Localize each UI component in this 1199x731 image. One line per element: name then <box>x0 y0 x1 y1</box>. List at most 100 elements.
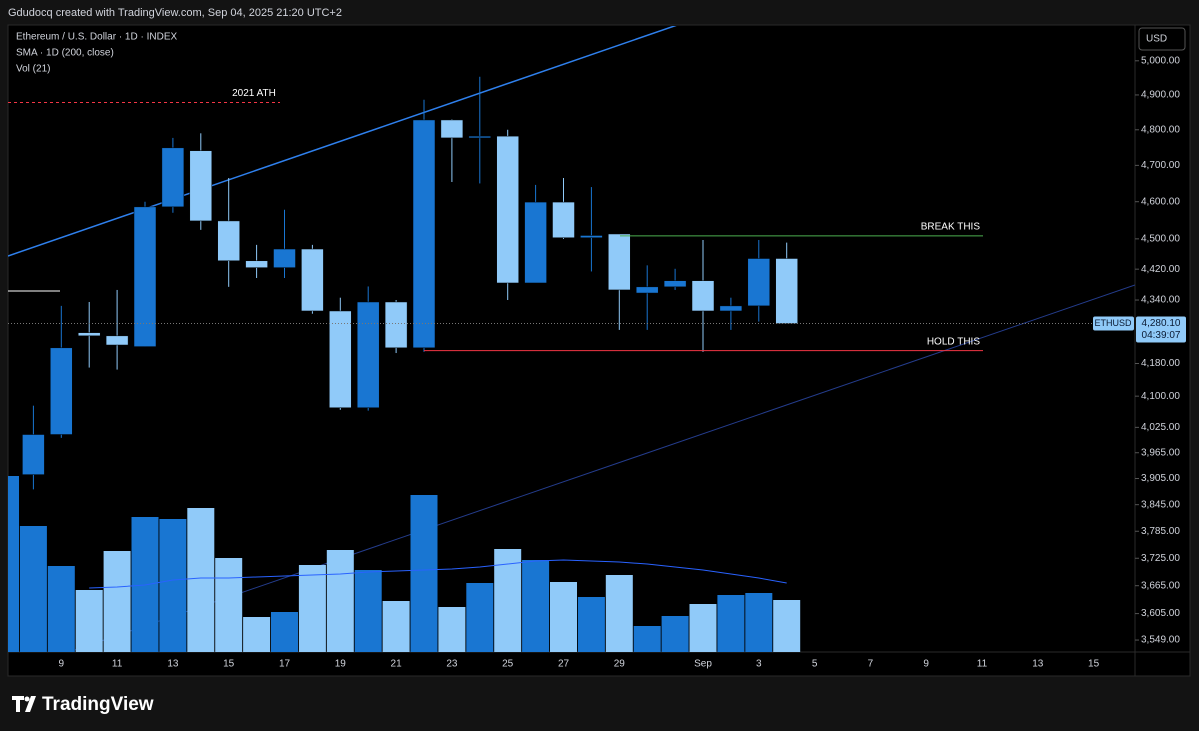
candle-body <box>775 258 798 324</box>
volume-bar <box>243 617 271 652</box>
candle-body <box>189 150 213 222</box>
x-tick-label: 17 <box>279 659 291 670</box>
brand-name: TradingView <box>42 694 154 715</box>
y-tick-label: 3,605.00 <box>1141 608 1180 619</box>
y-tick-label: 4,340.00 <box>1141 295 1180 306</box>
symbol-badge <box>1093 316 1134 331</box>
y-tick-label: 4,600.00 <box>1141 196 1180 207</box>
level-label: HOLD THIS <box>927 336 980 347</box>
trend-line <box>74 284 1135 651</box>
candle-body <box>217 220 240 262</box>
countdown: 04:39:07 <box>1142 330 1181 341</box>
candle-body <box>468 135 492 139</box>
candle-body <box>496 135 519 284</box>
candle-body <box>552 201 575 238</box>
legend-indicator: SMA · 1D (200, close) <box>16 48 114 59</box>
candle-body <box>356 301 380 408</box>
x-tick-label: 9 <box>59 659 65 670</box>
volume-bar <box>326 550 354 652</box>
x-tick-label: 13 <box>167 659 179 670</box>
candle-body <box>273 248 296 268</box>
candle-body <box>301 248 324 312</box>
x-tick-label: 11 <box>112 659 123 670</box>
volume-bar <box>298 565 326 652</box>
volume-bar <box>103 551 131 652</box>
candle-body <box>384 301 408 349</box>
volume-bar <box>8 476 19 652</box>
y-tick-label: 3,785.00 <box>1141 526 1180 537</box>
level-label: BREAK THIS <box>921 221 981 232</box>
candle-body <box>524 201 547 284</box>
y-tick-label: 4,180.00 <box>1141 358 1180 369</box>
candle-body <box>440 119 464 139</box>
brand: TradingView <box>12 694 154 715</box>
candle-body <box>635 286 659 294</box>
logo <box>24 696 30 702</box>
last-price-label: 4,280.10 <box>1142 318 1181 329</box>
drawings <box>8 26 1135 651</box>
volume-bar <box>271 612 298 652</box>
volume-bar <box>19 526 47 652</box>
y-tick-label: 3,965.00 <box>1141 447 1180 458</box>
candle-body <box>77 332 101 337</box>
volume-bar <box>689 604 717 652</box>
volume-bar <box>438 607 466 652</box>
currency-box[interactable] <box>1138 27 1186 51</box>
logo <box>12 696 24 712</box>
candle-body <box>161 147 185 208</box>
legend-indicator: Vol (21) <box>16 64 50 75</box>
x-tick-label: 29 <box>614 659 626 670</box>
candle-body <box>747 258 771 307</box>
volume-bar <box>577 597 605 652</box>
candle-body <box>245 260 268 268</box>
x-tick-label: 11 <box>977 659 988 670</box>
volume-bar <box>354 570 382 652</box>
candle-body <box>608 233 631 291</box>
x-tick-label: 15 <box>223 659 235 670</box>
volume-bar <box>494 549 522 652</box>
x-tick-label: 13 <box>1032 659 1044 670</box>
trend-line <box>8 26 677 257</box>
y-tick-label: 4,800.00 <box>1141 124 1180 135</box>
level-label: 2021 ATH <box>232 88 276 99</box>
y-tick-label: 3,905.00 <box>1141 473 1180 484</box>
volume-bar <box>605 575 633 652</box>
y-tick-label: 5,000.00 <box>1141 55 1180 66</box>
header: Gdudocq created with TradingView.com, Se… <box>8 7 342 19</box>
y-tick-label: 3,549.00 <box>1141 635 1180 646</box>
y-tick-label: 4,700.00 <box>1141 160 1180 171</box>
symbol-label: ETHUSD <box>1094 318 1132 328</box>
candle-body <box>412 119 436 349</box>
x-tick-label: 19 <box>335 659 347 670</box>
volume-bar <box>550 582 577 652</box>
candle-body <box>663 280 687 288</box>
candle-body <box>50 347 73 435</box>
volume-bar <box>717 595 745 652</box>
y-tick-label: 3,665.00 <box>1141 580 1180 591</box>
price-badge <box>1136 316 1186 343</box>
x-tick-label: 27 <box>558 659 570 670</box>
candle-body <box>691 280 715 312</box>
y-tick-label: 3,845.00 <box>1141 499 1180 510</box>
candle-body <box>133 206 157 347</box>
volume-bar <box>47 566 75 652</box>
x-tick-label: 3 <box>756 659 762 670</box>
candle-body <box>22 434 45 475</box>
logo <box>25 696 36 712</box>
candle-body <box>105 335 129 346</box>
y-tick-label: 4,500.00 <box>1141 233 1180 244</box>
x-tick-label: Sep <box>694 659 712 670</box>
candle-body <box>329 310 352 408</box>
currency[interactable]: USD <box>1146 34 1167 45</box>
volume-bar <box>410 495 438 652</box>
volume-bar <box>466 583 494 652</box>
candle-body <box>580 235 603 238</box>
volume-ma-line <box>89 559 787 589</box>
volume-bar <box>187 508 215 652</box>
volume-bar <box>633 626 661 652</box>
y-tick-label: 4,100.00 <box>1141 391 1180 402</box>
volume-bar <box>159 519 187 652</box>
x-tick-label: 25 <box>502 659 514 670</box>
plot <box>8 76 983 652</box>
